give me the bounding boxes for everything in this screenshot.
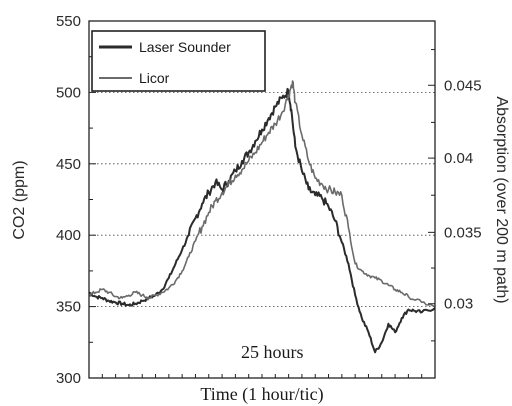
y-tick-label-500: 500 [56, 84, 81, 101]
y2-tick-label-0: 0.03 [444, 296, 473, 313]
legend-label-licor: Licor [139, 70, 170, 86]
tick-labels-group: 300 350 400 450 500 550 0.03 0.035 0.04 0.045 [56, 13, 482, 387]
y-tick-label-550: 550 [56, 13, 81, 30]
y-axis-title: CO2 (ppm) [11, 160, 28, 239]
legend: Laser Sounder Licor [91, 30, 266, 92]
y2-tick-label-2: 0.04 [444, 150, 473, 167]
series-line-laser-sounder [88, 87, 436, 354]
legend-box [91, 30, 266, 92]
y-tick-label-300: 300 [56, 370, 81, 387]
gridlines [89, 92, 435, 308]
y2-tick-label-3: 0.045 [444, 77, 482, 94]
y-tick-label-350: 350 [56, 299, 81, 316]
series-line-licor [88, 80, 436, 308]
legend-label-laser-sounder: Laser Sounder [139, 39, 231, 55]
x-axis-title: Time (1 hour/tic) [200, 384, 323, 405]
y-tick-label-450: 450 [56, 156, 81, 173]
y2-axis-title: Absorption (over 200 m path) [493, 96, 510, 303]
annotation-25-hours: 25 hours [241, 342, 304, 362]
y2-tick-label-1: 0.035 [444, 224, 482, 241]
ticks-group [89, 20, 435, 379]
y-tick-label-400: 400 [56, 227, 81, 244]
series-group [88, 80, 436, 354]
